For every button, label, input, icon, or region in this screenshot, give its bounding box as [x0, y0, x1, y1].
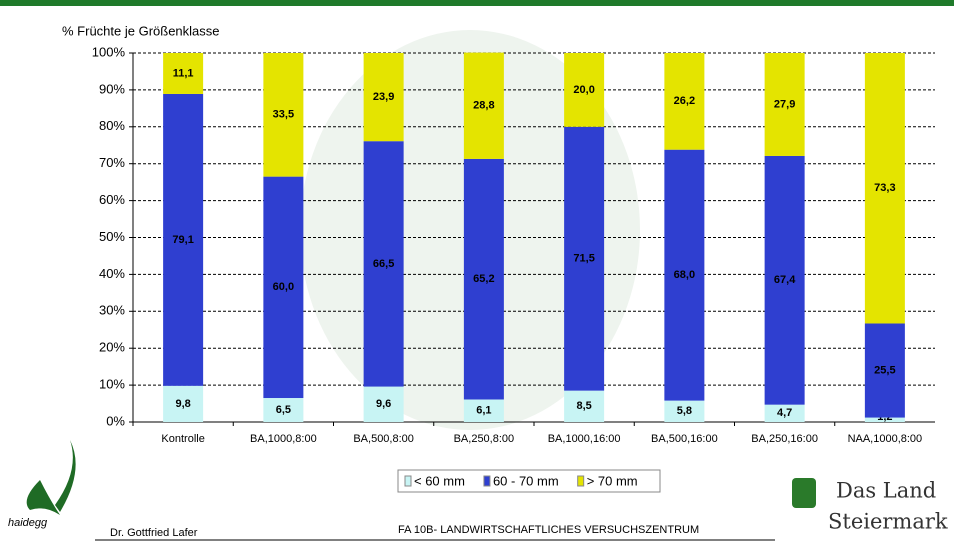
bar-segment — [463, 52, 504, 159]
brand-line2: Steiermark — [828, 510, 948, 534]
value-label: 65,2 — [473, 273, 494, 285]
value-label: 11,1 — [173, 67, 194, 79]
x-tick-label: BA,1000,16:00 — [548, 433, 621, 445]
value-label: 28,8 — [473, 100, 494, 112]
value-label: 20,0 — [573, 84, 594, 96]
y-tick-label: 70% — [99, 155, 125, 170]
bar-segment — [263, 398, 304, 422]
crest — [792, 478, 816, 508]
value-label: 71,5 — [573, 253, 594, 265]
legend — [397, 469, 661, 493]
value-label: 73,3 — [874, 182, 895, 194]
value-label: 6,1 — [476, 405, 491, 417]
top-bar — [0, 0, 954, 6]
bar-segment — [564, 390, 605, 422]
legend-swatch — [404, 475, 412, 487]
y-tick-label: 0% — [106, 413, 125, 428]
legend-swatch — [483, 475, 491, 487]
chart-title: % Früchte je Größenklasse — [62, 23, 220, 38]
bar-segment — [163, 385, 204, 422]
value-label: 6,5 — [276, 404, 291, 416]
y-tick-label: 100% — [92, 44, 126, 59]
x-tick-label: BA,1000,8:00 — [250, 433, 317, 445]
value-label: 60,0 — [273, 281, 294, 293]
y-tick-label: 90% — [99, 81, 125, 96]
y-tick-label: 40% — [99, 266, 125, 281]
value-label: 9,6 — [376, 398, 391, 410]
x-tick-label: BA,250,8:00 — [454, 433, 515, 445]
bar-segment — [463, 399, 504, 422]
y-tick-label: 50% — [99, 229, 125, 244]
value-label: 23,9 — [373, 91, 394, 103]
bar-segment — [564, 126, 605, 391]
bar-segment — [263, 176, 304, 399]
bar-segment — [864, 323, 905, 418]
x-tick-label: BA,250,16:00 — [751, 433, 818, 445]
value-label: 27,9 — [774, 98, 795, 110]
value-label: 5,8 — [677, 405, 692, 417]
bar-segment — [664, 400, 705, 422]
institution: FA 10B- LANDWIRTSCHAFTLICHES VERSUCHSZEN… — [398, 524, 699, 536]
bar-segment — [463, 158, 504, 400]
y-tick-label: 80% — [99, 118, 125, 133]
y-tick-label: 10% — [99, 377, 125, 392]
bar-segment — [564, 53, 605, 127]
x-tick-label: NAA,1000,8:00 — [848, 433, 923, 445]
y-tick-label: 20% — [99, 340, 125, 355]
legend-label: 60 - 70 mm — [493, 473, 559, 488]
bar-segment — [764, 155, 805, 405]
bar-segment — [163, 53, 204, 94]
bar-segment — [664, 53, 705, 150]
value-label: 66,5 — [373, 258, 394, 270]
bar-segment — [764, 404, 805, 422]
bar-segment — [764, 53, 805, 156]
bar-segment — [864, 53, 905, 324]
value-label: 79,1 — [172, 234, 193, 246]
bar-segment — [163, 93, 204, 386]
legend-swatch — [577, 475, 585, 487]
bar-segment — [263, 53, 304, 177]
value-label: 4,7 — [777, 407, 792, 419]
bar-segment — [363, 386, 404, 422]
value-label: 68,0 — [674, 269, 695, 281]
value-label: 26,2 — [674, 95, 695, 107]
logo-text: haidegg — [8, 517, 48, 529]
brand-line1: Das Land — [836, 479, 936, 503]
value-label: 8,5 — [576, 400, 591, 412]
logo-leaf — [26, 440, 76, 515]
legend-label: < 60 mm — [414, 473, 465, 488]
value-label: 67,4 — [774, 274, 796, 286]
y-tick-label: 60% — [99, 192, 125, 207]
bar-segment — [363, 53, 404, 142]
author: Dr. Gottfried Lafer — [110, 527, 198, 539]
value-label: 9,8 — [175, 398, 190, 410]
bar-segment — [864, 417, 905, 422]
legend-label: > 70 mm — [587, 473, 638, 488]
x-tick-label: Kontrolle — [161, 433, 204, 445]
value-label: 25,5 — [874, 364, 895, 376]
x-tick-label: BA,500,16:00 — [651, 433, 718, 445]
y-tick-label: 30% — [99, 303, 125, 318]
x-tick-label: BA,500,8:00 — [353, 433, 414, 445]
bar-segment — [664, 149, 705, 401]
value-label: 33,5 — [273, 109, 294, 121]
bar-segment — [363, 141, 404, 387]
